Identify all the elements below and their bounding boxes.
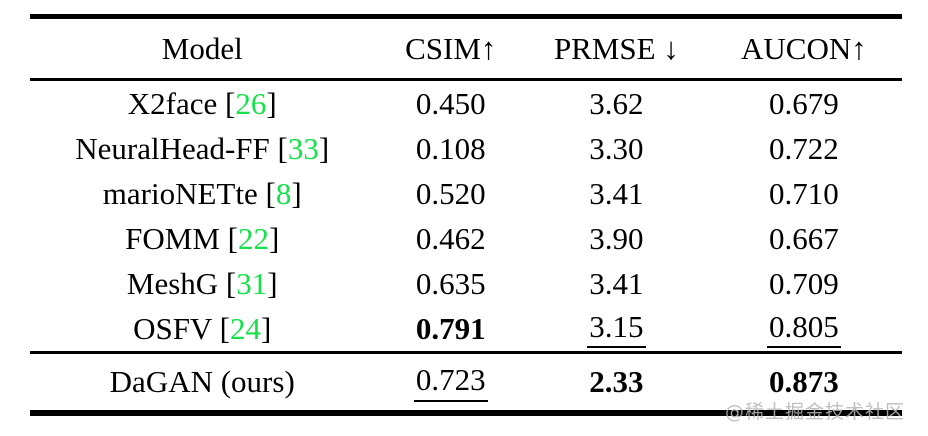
model-name: marioNETte bbox=[102, 175, 258, 211]
results-table-wrapper: Model CSIM↑ PRMSE ↓ AUCON↑ X2face [26] 0.… bbox=[30, 14, 902, 416]
model-cell: DaGAN (ours) bbox=[30, 351, 375, 413]
citation-number: 24 bbox=[229, 310, 261, 346]
metric-cell: 3.30 bbox=[527, 126, 706, 171]
header-row: Model CSIM↑ PRMSE ↓ AUCON↑ bbox=[30, 16, 902, 81]
model-name: NeuralHead-FF bbox=[75, 130, 270, 166]
metric-value: 0.709 bbox=[769, 265, 839, 301]
metric-value: 3.62 bbox=[589, 85, 644, 121]
metric-value: 0.462 bbox=[415, 220, 486, 256]
table-row: FOMM [22] 0.462 3.90 0.667 bbox=[30, 216, 902, 261]
metric-cell: 0.520 bbox=[374, 171, 527, 216]
table-header: Model CSIM↑ PRMSE ↓ AUCON↑ bbox=[30, 16, 902, 81]
metric-cell: 0.667 bbox=[706, 216, 902, 261]
metric-value: 3.41 bbox=[589, 265, 644, 301]
citation-number: 33 bbox=[287, 130, 319, 166]
metric-cell: 3.41 bbox=[527, 171, 706, 216]
metric-value: 0.791 bbox=[415, 310, 486, 346]
metric-value: 3.30 bbox=[589, 130, 644, 166]
results-table: Model CSIM↑ PRMSE ↓ AUCON↑ X2face [26] 0.… bbox=[30, 14, 902, 416]
metric-value: 3.90 bbox=[589, 220, 644, 256]
metric-value: 0.873 bbox=[769, 364, 839, 399]
model-cell: MeshG [31] bbox=[126, 265, 278, 301]
metric-cell: 0.108 bbox=[374, 126, 527, 171]
col-header-prmse: PRMSE ↓ bbox=[527, 16, 706, 81]
metric-cell: 0.873 bbox=[705, 351, 902, 413]
metric-value: 0.710 bbox=[769, 175, 839, 211]
metric-value: 0.635 bbox=[415, 265, 486, 301]
table-row: OSFV [24] 0.791 3.15 0.805 bbox=[30, 306, 902, 353]
metric-cell: 3.62 bbox=[527, 80, 706, 127]
model-name: DaGAN (ours) bbox=[109, 364, 295, 399]
model-cell: FOMM [22] bbox=[125, 220, 280, 256]
metric-value: 0.450 bbox=[415, 85, 486, 121]
metric-cell: 3.90 bbox=[527, 216, 706, 261]
model-cell: NeuralHead-FF [33] bbox=[75, 130, 330, 166]
metric-cell: 0.805 bbox=[706, 306, 902, 353]
metric-cell: 3.15 bbox=[527, 306, 706, 353]
metric-cell: 0.679 bbox=[706, 80, 902, 127]
metric-cell: 0.791 bbox=[374, 306, 527, 353]
table-row: NeuralHead-FF [33] 0.108 3.30 0.722 bbox=[30, 126, 902, 171]
col-header-aucon: AUCON↑ bbox=[705, 16, 902, 81]
metric-value: 3.41 bbox=[589, 175, 644, 211]
metric-cell: 0.710 bbox=[706, 171, 902, 216]
table-row: DaGAN (ours) 0.723 2.33 0.873 bbox=[30, 351, 902, 413]
metric-cell: 0.722 bbox=[706, 126, 902, 171]
citation-number: 22 bbox=[237, 220, 269, 256]
metric-value: 2.33 bbox=[589, 364, 644, 399]
metric-cell: 0.723 bbox=[374, 351, 528, 413]
table-row: MeshG [31] 0.635 3.41 0.709 bbox=[30, 261, 902, 306]
table-row: X2face [26] 0.450 3.62 0.679 bbox=[30, 80, 902, 127]
metric-cell: 0.450 bbox=[374, 80, 527, 127]
model-name: FOMM bbox=[125, 220, 220, 256]
model-cell: OSFV [24] bbox=[133, 310, 272, 346]
table-body: X2face [26] 0.450 3.62 0.679 NeuralHead-FF [… bbox=[30, 80, 902, 353]
metric-value: 0.722 bbox=[769, 130, 839, 166]
model-name: X2face bbox=[127, 85, 218, 121]
citation-number: 31 bbox=[236, 265, 268, 301]
model-name: OSFV bbox=[133, 310, 212, 346]
model-name: MeshG bbox=[126, 265, 219, 301]
metric-cell: 0.635 bbox=[374, 261, 527, 306]
metric-cell: 0.462 bbox=[374, 216, 527, 261]
table-row: marioNETte [8] 0.520 3.41 0.710 bbox=[30, 171, 902, 216]
metric-cell: 3.41 bbox=[527, 261, 706, 306]
col-header-model: Model bbox=[30, 16, 375, 81]
table-footer: DaGAN (ours) 0.723 2.33 0.873 bbox=[30, 351, 902, 413]
model-cell: X2face [26] bbox=[127, 85, 277, 121]
metric-cell: 2.33 bbox=[527, 351, 706, 413]
col-header-csim: CSIM↑ bbox=[374, 16, 528, 81]
metric-value: 3.15 bbox=[587, 310, 646, 349]
metric-cell: 0.709 bbox=[706, 261, 902, 306]
citation-number: 8 bbox=[275, 175, 292, 211]
metric-value: 0.108 bbox=[415, 130, 486, 166]
citation-number: 26 bbox=[235, 85, 267, 121]
metric-value: 0.679 bbox=[769, 85, 839, 121]
metric-value: 0.520 bbox=[415, 175, 486, 211]
model-cell: marioNETte [8] bbox=[102, 175, 302, 211]
metric-value: 0.667 bbox=[769, 220, 839, 256]
metric-value: 0.723 bbox=[413, 364, 488, 402]
metric-value: 0.805 bbox=[767, 310, 841, 349]
